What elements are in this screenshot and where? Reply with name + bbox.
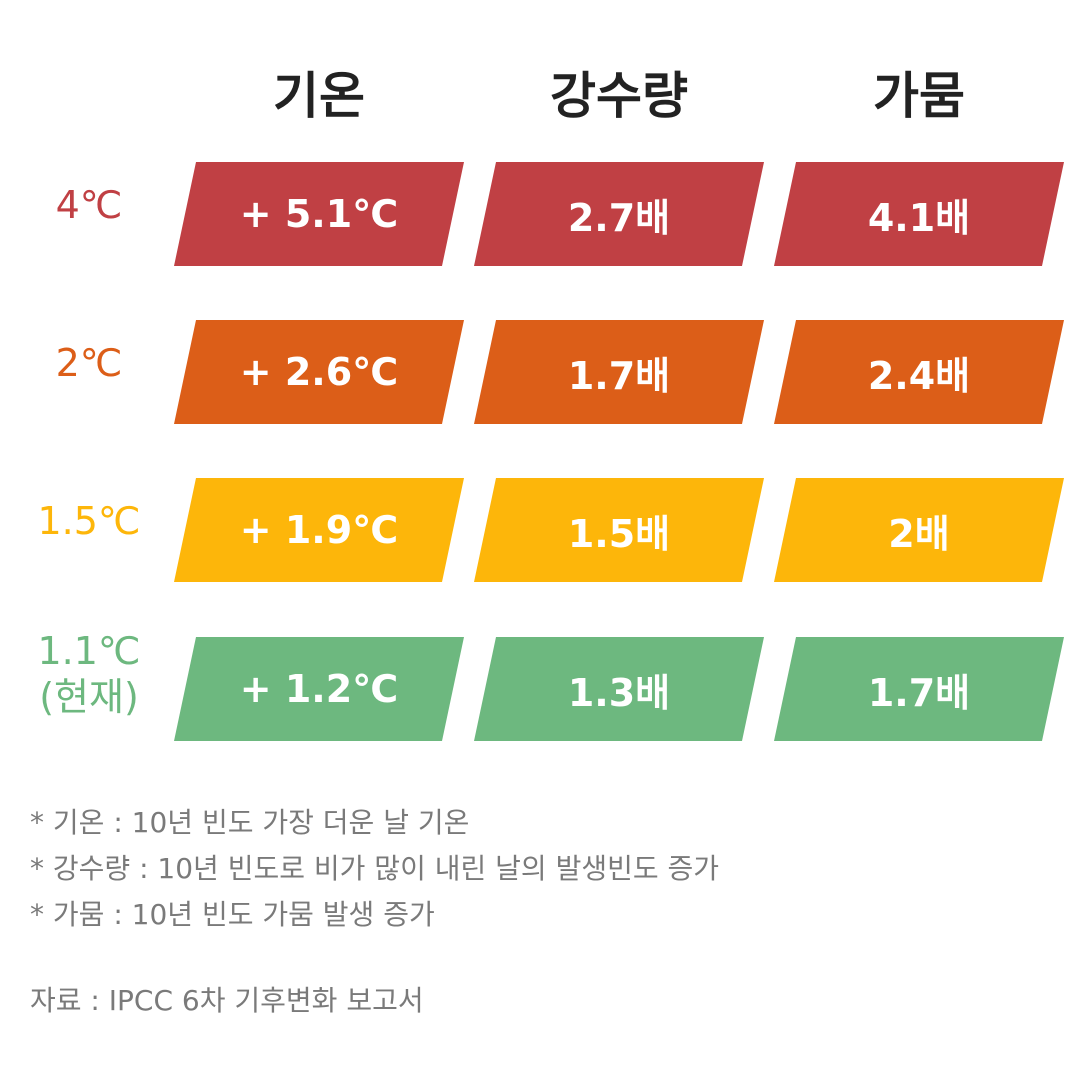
- footnote-temperature: * 기온 : 10년 빈도 가장 더운 날 기온: [30, 806, 470, 839]
- header-precipitation: 강수량: [550, 67, 688, 125]
- cell-2c-drought: 2.4배: [774, 320, 1064, 424]
- row-label-2c: 2℃: [0, 340, 178, 386]
- cell-2c-temperature: + 2.6℃: [174, 320, 464, 424]
- row-label-11c: 1.1℃ (현재): [0, 628, 178, 720]
- cell-11c-precipitation: 1.3배: [474, 637, 764, 741]
- cell-2c-precipitation: 1.7배: [474, 320, 764, 424]
- row-label-text: 1.1℃: [37, 629, 141, 673]
- row-label-4c: 4℃: [0, 182, 178, 228]
- header-drought: 가뭄: [873, 67, 965, 125]
- row-label-15c: 1.5℃: [0, 498, 178, 544]
- row-label-text: 2℃: [55, 341, 123, 385]
- footnote-drought: * 가뭄 : 10년 빈도 가뭄 발생 증가: [30, 898, 435, 931]
- cell-11c-drought: 1.7배: [774, 637, 1064, 741]
- footnotes: * 기온 : 10년 빈도 가장 더운 날 기온 * 강수량 : 10년 빈도로…: [30, 800, 719, 938]
- cell-15c-drought: 2배: [774, 478, 1064, 582]
- cell-15c-temperature: + 1.9℃: [174, 478, 464, 582]
- cell-11c-temperature: + 1.2℃: [174, 637, 464, 741]
- cell-4c-temperature: + 5.1℃: [174, 162, 464, 266]
- source-note: 자료 : IPCC 6차 기후변화 보고서: [30, 984, 424, 1017]
- cell-15c-precipitation: 1.5배: [474, 478, 764, 582]
- cell-4c-drought: 4.1배: [774, 162, 1064, 266]
- footnote-precipitation: * 강수량 : 10년 빈도로 비가 많이 내린 날의 발생빈도 증가: [30, 852, 720, 885]
- row-label-subtext: (현재): [39, 675, 139, 719]
- header-temperature: 기온: [273, 67, 365, 125]
- row-label-text: 4℃: [55, 183, 123, 227]
- cell-4c-precipitation: 2.7배: [474, 162, 764, 266]
- row-label-text: 1.5℃: [37, 499, 141, 543]
